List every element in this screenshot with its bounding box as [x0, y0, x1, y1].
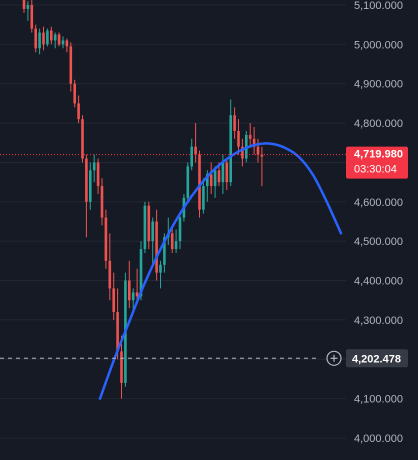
candle-down [34, 28, 37, 49]
candle-up [202, 186, 205, 210]
candle-down [233, 115, 236, 131]
candle-down [96, 162, 100, 187]
candle-down [237, 130, 240, 147]
candle-up [89, 170, 92, 202]
candle-down [241, 146, 244, 159]
candle-up [131, 292, 135, 301]
crosshair-price-tag-background [346, 349, 408, 368]
candle-up [213, 170, 217, 187]
candle-up [186, 166, 190, 198]
candle-up [159, 264, 162, 273]
candle-up [206, 174, 209, 187]
price-tick-label: 4,000.000 [354, 433, 403, 445]
candle-down [81, 119, 84, 159]
candle-up [178, 217, 182, 242]
candle-down [217, 170, 221, 183]
candle-down [198, 154, 201, 210]
last-price-tag-background [346, 146, 408, 179]
last-price-value: 4,719.980 [354, 149, 403, 161]
price-tick-label: 4,900.000 [354, 79, 403, 91]
candle-up [151, 221, 154, 242]
candle-down [252, 138, 256, 147]
candle-down [248, 134, 252, 139]
candle-down [225, 162, 229, 183]
candle-down [120, 351, 123, 383]
price-tick-label: 4,100.000 [354, 394, 403, 406]
candle-down [104, 217, 108, 261]
candle-down [135, 292, 139, 297]
candle-down [116, 312, 119, 352]
candle-up [190, 146, 193, 167]
candle-up [26, 5, 30, 9]
candle-up [143, 205, 147, 250]
price-tick-label: 4,500.000 [354, 236, 403, 248]
candle-down [57, 34, 61, 45]
candle-up [53, 34, 57, 41]
candle-down [42, 32, 45, 45]
candle-up [221, 162, 225, 183]
candle-down [65, 40, 69, 47]
candle-up [92, 162, 96, 171]
candle-down [256, 146, 260, 155]
price-tick-label: 5,100.000 [354, 0, 403, 12]
candle-up [38, 32, 41, 49]
candle-down [147, 205, 151, 242]
trend-curve[interactable] [98, 142, 343, 400]
candle-down [260, 154, 264, 157]
candle-down [73, 83, 76, 104]
crosshair-price-tag: 4,202.478 [346, 349, 408, 368]
last-price-tag: 4,719.980 03:30:04 [346, 146, 408, 179]
candle-down [194, 146, 197, 155]
bar-countdown: 03:30:04 [354, 164, 397, 176]
candle-down [209, 174, 213, 187]
candle-down [170, 233, 174, 250]
candle-down [22, 0, 26, 9]
candle-up [163, 237, 166, 265]
candle-down [100, 186, 104, 218]
price-tick-label: 4,800.000 [354, 118, 403, 130]
candle-up [61, 40, 65, 45]
candle-down [128, 280, 131, 301]
price-tick-label: 4,300.000 [354, 315, 403, 327]
candle-up [46, 30, 49, 45]
candle-down [108, 260, 112, 289]
candle-down [155, 221, 158, 273]
candle-up [174, 241, 178, 250]
candle-up [139, 249, 143, 297]
candle-down [50, 30, 53, 41]
plus-circle-icon[interactable] [326, 350, 342, 366]
crosshair-price-value: 4,202.478 [352, 353, 401, 365]
price-tick-label: 5,000.000 [354, 39, 403, 51]
grid-lines [0, 4, 346, 439]
candle-up [229, 115, 232, 183]
price-tick-label: 4,400.000 [354, 276, 403, 288]
candle-down [77, 103, 80, 120]
price-tick-label: 4,600.000 [354, 197, 403, 209]
candle-down [69, 46, 73, 84]
candle-down [112, 288, 115, 313]
candle-down [85, 158, 88, 202]
candle-down [30, 5, 34, 29]
